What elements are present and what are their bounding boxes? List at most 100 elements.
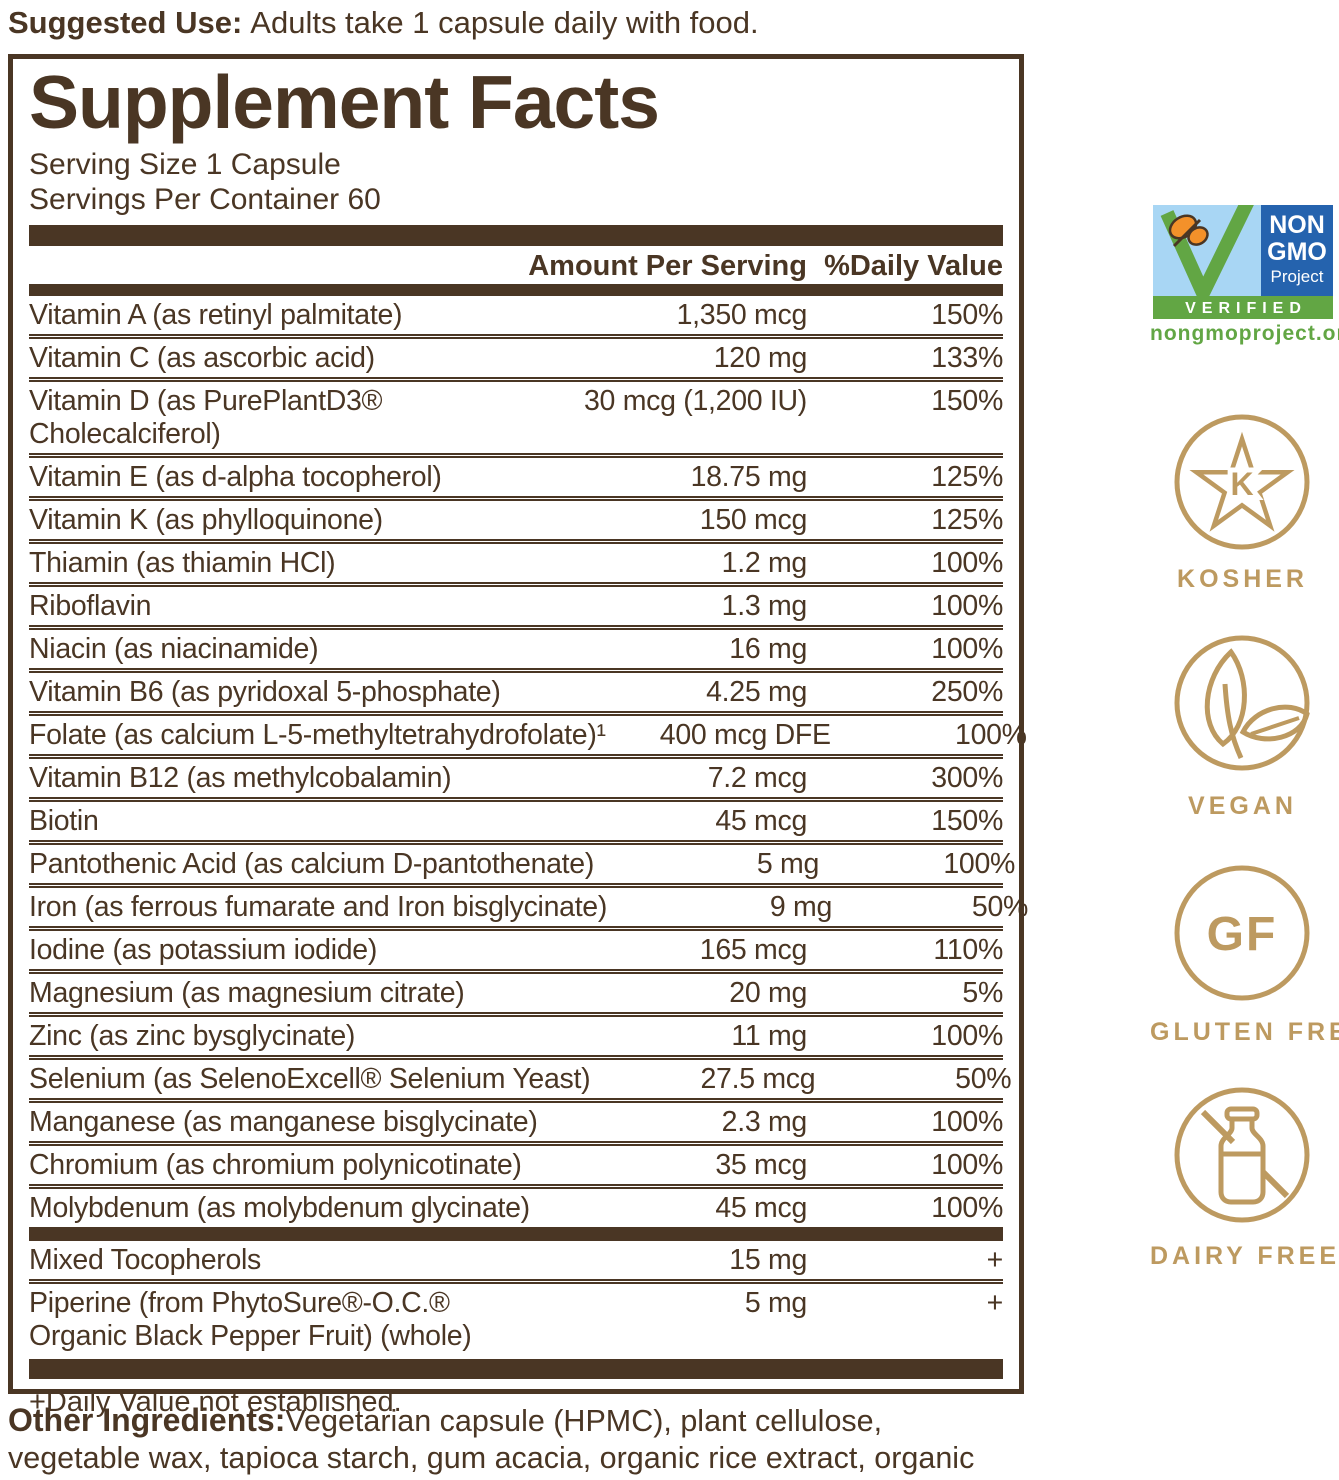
row-name: Zinc (as zinc bysglycinate) [29, 1020, 356, 1052]
kosher-badge: K [1150, 411, 1335, 554]
row-amount: 11 mg [731, 1020, 807, 1052]
row-name: Selenium (as SelenoExcell® Selenium Yeas… [29, 1063, 591, 1095]
serving-size: Serving Size 1 Capsule [29, 148, 341, 181]
table-row: Iodine (as potassium iodide) 165 mcg 110… [29, 926, 1003, 969]
row-name: Riboflavin [29, 590, 152, 622]
row-amount: 20 mg [729, 977, 807, 1009]
servings-per-container: Servings Per Container 60 [29, 183, 381, 216]
row-daily-value: 5% [962, 977, 1003, 1009]
divider-header [29, 284, 1003, 296]
table-row: Vitamin B12 (as methylcobalamin) 7.2 mcg… [29, 754, 1003, 797]
row-daily-value: 300% [931, 762, 1003, 794]
panel-title: Supplement Facts [29, 60, 660, 144]
row-daily-value: 100% [931, 1020, 1003, 1052]
row-amount: 1.2 mg [721, 547, 808, 579]
row-daily-value: 125% [931, 461, 1003, 493]
table-row: Folate (as calcium L-5-methyltetrahydrof… [29, 711, 1027, 754]
row-amount: 16 mg [729, 633, 807, 665]
row-amount: 400 mcg DFE [659, 719, 831, 751]
suggested-use: Suggested Use: Adults take 1 capsule dail… [8, 4, 759, 42]
row-amount: 5 mg [756, 848, 820, 880]
daily-value-footnote: +Daily Value not established. [29, 1386, 402, 1418]
kosher-monogram: K [1230, 466, 1253, 502]
non-gmo-verified-text: VERIFIED [1185, 300, 1307, 317]
table-row: Magnesium (as magnesium citrate) 20 mg 5… [29, 969, 1003, 1012]
column-header-amount: Amount Per Serving [528, 250, 807, 282]
butterfly-icon [1168, 214, 1209, 248]
row-name: Vitamin B12 (as methylcobalamin) [29, 762, 452, 794]
row-daily-value: 100% [931, 1192, 1003, 1224]
gluten-free-label: GLUTEN FREE [1150, 1018, 1339, 1046]
row-daily-value: + [986, 1244, 1004, 1276]
row-daily-value: 250% [931, 676, 1003, 708]
row-name: Thiamin (as thiamin HCl) [29, 547, 336, 579]
table-row: Thiamin (as thiamin HCl) 1.2 mg 100% [29, 539, 1003, 582]
non-gmo-line2: GMO [1267, 238, 1327, 266]
row-daily-value: 133% [931, 342, 1003, 374]
vegan-label: VEGAN [1188, 792, 1297, 820]
row-name: Iron (as ferrous fumarate and Iron bisgl… [29, 891, 608, 923]
row-name: Piperine (from PhytoSure®-O.C.® Organic … [29, 1287, 472, 1352]
table-row: Zinc (as zinc bysglycinate) 11 mg 100% [29, 1012, 1003, 1055]
row-amount: 27.5 mcg [700, 1063, 816, 1095]
row-daily-value: 150% [931, 299, 1003, 331]
kosher-star-icon: K [1174, 414, 1310, 550]
row-name: Magnesium (as magnesium citrate) [29, 977, 465, 1009]
table-row: Vitamin B6 (as pyridoxal 5-phosphate) 4.… [29, 668, 1003, 711]
row-name: Molybdenum (as molybdenum glycinate) [29, 1192, 530, 1224]
table-row: Niacin (as niacinamide) 16 mg 100% [29, 625, 1003, 668]
gluten-free-icon: GF [1174, 865, 1310, 1001]
row-name: Vitamin B6 (as pyridoxal 5-phosphate) [29, 676, 501, 708]
non-gmo-url: nongmoproject.org [1150, 322, 1339, 345]
row-name: Mixed Tocopherols [29, 1244, 262, 1276]
table-row: Piperine (from PhytoSure®-O.C.® Organic … [29, 1279, 1003, 1355]
row-name: Vitamin E (as d-alpha tocopherol) [29, 461, 442, 493]
suggested-use-label: Suggested Use: [8, 5, 243, 40]
dairy-free-label: DAIRY FREE [1150, 1242, 1339, 1270]
row-daily-value: + [986, 1287, 1004, 1319]
row-daily-value: 100% [931, 1106, 1003, 1138]
row-name: Niacin (as niacinamide) [29, 633, 319, 665]
row-amount: 1,350 mcg [676, 299, 808, 331]
row-daily-value: 150% [931, 385, 1003, 417]
row-name: Folate (as calcium L-5-methyltetrahydrof… [29, 719, 606, 751]
other-ingredients-text: Vegetarian capsule (HPMC), plant cellulo… [8, 1404, 975, 1480]
row-amount: 15 mg [729, 1244, 807, 1276]
row-daily-value: 100% [931, 1149, 1003, 1181]
suggested-use-text: Adults take 1 capsule daily with food. [250, 5, 759, 40]
row-daily-value: 100% [943, 848, 1016, 880]
row-amount: 18.75 mg [690, 461, 808, 493]
divider-bottom-thick [29, 1359, 1003, 1379]
table-row: Pantothenic Acid (as calcium D-pantothen… [29, 840, 1015, 883]
non-gmo-verified-badge: NON GMO Project VERIFIED nongmoproject.o… [1150, 205, 1339, 346]
row-name: Vitamin C (as ascorbic acid) [29, 342, 375, 374]
gluten-free-monogram: GF [1207, 908, 1278, 961]
table-row: Mixed Tocopherols 15 mg + [29, 1241, 1003, 1279]
table-row: Iron (as ferrous fumarate and Iron bisgl… [29, 883, 1028, 926]
table-row: Biotin 45 mcg 150% [29, 797, 1003, 840]
dairy-free-badge [1150, 1084, 1335, 1227]
divider-mid-thick [29, 1227, 1003, 1241]
non-gmo-logo-icon: NON GMO Project VERIFIED [1152, 205, 1333, 319]
table-row: Riboflavin 1.3 mg 100% [29, 582, 1003, 625]
divider-top-thick [29, 225, 1003, 246]
table-row: Selenium (as SelenoExcell® Selenium Yeas… [29, 1055, 1012, 1098]
other-nutrient-table: Mixed Tocopherols 15 mg + Piperine (from… [29, 1241, 1003, 1355]
row-daily-value: 100% [931, 590, 1003, 622]
row-name: Chromium (as chromium polynicotinate) [29, 1149, 522, 1181]
row-daily-value: 50% [955, 1063, 1012, 1095]
row-name: Vitamin K (as phylloquinone) [29, 504, 383, 536]
row-amount: 120 mg [713, 342, 808, 374]
non-gmo-line1: NON [1269, 211, 1325, 239]
table-header: Amount Per Serving %Daily Value [29, 246, 1003, 284]
table-row: Vitamin K (as phylloquinone) 150 mcg 125… [29, 496, 1003, 539]
dairy-free-milk-icon [1174, 1087, 1310, 1223]
row-daily-value: 100% [955, 719, 1027, 751]
row-amount: 1.3 mg [721, 590, 808, 622]
row-name: Vitamin D (as PurePlantD3® Cholecalcifer… [29, 385, 383, 450]
row-amount: 45 mcg [715, 805, 807, 837]
row-daily-value: 50% [971, 891, 1029, 923]
table-row: Vitamin C (as ascorbic acid) 120 mg 133% [29, 334, 1003, 377]
row-amount: 4.25 mg [706, 676, 807, 708]
